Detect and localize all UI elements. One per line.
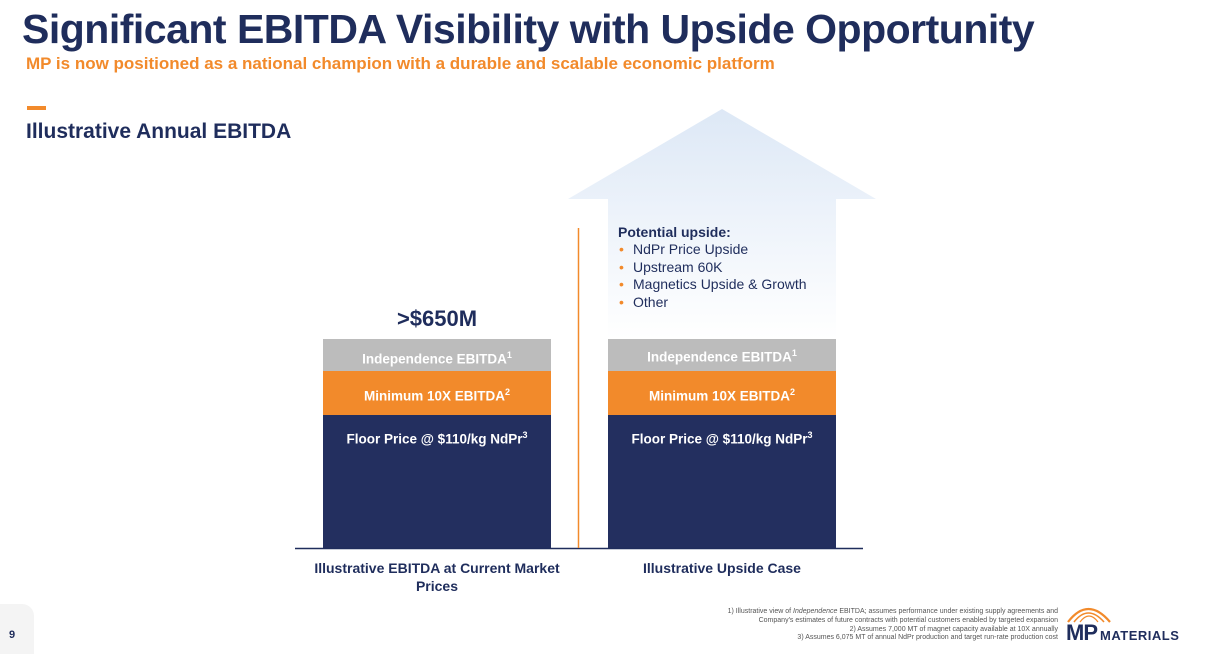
bullet-icon: • bbox=[619, 258, 624, 275]
footnote-1b: Company's estimates of future contracts … bbox=[758, 616, 1058, 624]
bar1-independence-label: Independence EBITDA1 bbox=[362, 350, 512, 367]
page-subtitle: MP is now positioned as a national champ… bbox=[26, 54, 775, 73]
bar-segment bbox=[608, 415, 836, 548]
mp-logo-mark-icon bbox=[1067, 607, 1111, 623]
bar-segment bbox=[323, 371, 551, 415]
bar2-floor-label: Floor Price @ $110/kg NdPr3 bbox=[631, 430, 813, 447]
category-label-current: Illustrative EBITDA at Current Market Pr… bbox=[314, 560, 560, 594]
upside-item: • Upstream 60K bbox=[619, 258, 723, 275]
bullet-icon: • bbox=[619, 241, 624, 257]
logo-mp-text: MP bbox=[1066, 620, 1098, 645]
footnote-2: 2) Assumes 7,000 MT of magnet capacity a… bbox=[849, 625, 1058, 633]
potential-upside-box: Potential upside: • NdPr Price Upside • Up… bbox=[618, 224, 858, 311]
mp-materials-logo: MP MATERIALS bbox=[1066, 620, 1179, 646]
logo-materials-text: MATERIALS bbox=[1100, 628, 1180, 643]
bullet-icon: • bbox=[619, 293, 624, 310]
category-label-upside: Illustrative Upside Case bbox=[643, 560, 801, 576]
bar-segment bbox=[323, 339, 551, 371]
bullet-icon: • bbox=[619, 276, 624, 292]
bar1-total-label: >$650M bbox=[396, 306, 478, 331]
bar1-floor-label: Floor Price @ $110/kg NdPr3 bbox=[346, 430, 528, 447]
section-title: Illustrative Annual EBITDA bbox=[26, 120, 292, 143]
bar2-independence-label: Independence EBITDA1 bbox=[647, 348, 797, 365]
footnote-1a: 1) Illustrative view of Independence EBI… bbox=[727, 608, 1058, 615]
upside-arrow-shape bbox=[568, 109, 876, 339]
page-title: Significant EBITDA Visibility with Upsid… bbox=[22, 6, 1035, 52]
bar-segment bbox=[608, 339, 836, 371]
footnote-3: 3) Assumes 6,075 MT of annual NdPr produ… bbox=[797, 634, 1058, 642]
upside-item: • Other bbox=[619, 293, 669, 310]
accent-dash bbox=[27, 106, 46, 110]
upside-item: • Magnetics Upside & Growth bbox=[619, 276, 807, 292]
bar1-minimum-label: Minimum 10X EBITDA2 bbox=[363, 387, 511, 404]
upside-list: • NdPr Price Upside • Upstream 60K • Magnet… bbox=[618, 241, 858, 311]
bar2-minimum-label: Minimum 10X EBITDA2 bbox=[648, 387, 796, 404]
upside-item: • NdPr Price Upside bbox=[619, 241, 749, 257]
upside-title: Potential upside: bbox=[618, 224, 731, 240]
page-number: 9 bbox=[9, 629, 16, 641]
bar-segment bbox=[323, 415, 551, 548]
page-number-tab: 9 bbox=[0, 604, 34, 654]
bar-segment bbox=[608, 371, 836, 415]
footnotes: 1) Illustrative view of Independence EBI… bbox=[618, 608, 1058, 643]
